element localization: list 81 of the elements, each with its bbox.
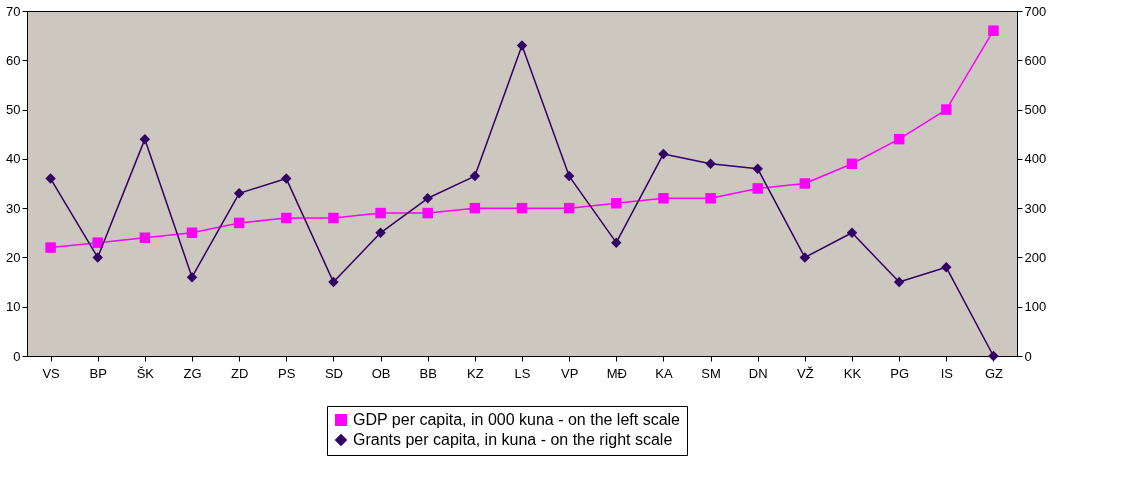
x-tick-label: SM bbox=[701, 365, 721, 381]
point bbox=[139, 232, 151, 243]
x-tick-label: SD bbox=[324, 365, 343, 381]
y-tick-label: 30 bbox=[6, 200, 21, 216]
y-tick-label: 20 bbox=[6, 249, 21, 265]
point bbox=[893, 133, 905, 145]
y-tick-label: 10 bbox=[6, 299, 21, 315]
point bbox=[139, 133, 151, 145]
point bbox=[45, 173, 56, 184]
x-tick-label: PG bbox=[890, 365, 910, 381]
point bbox=[186, 227, 198, 239]
point bbox=[328, 212, 339, 224]
point bbox=[328, 276, 339, 288]
y2-tick-label: 100 bbox=[1024, 299, 1047, 315]
point bbox=[846, 158, 858, 170]
x-tick-label: OB bbox=[371, 365, 391, 381]
x-tick-label: GZ bbox=[984, 365, 1004, 381]
x-tick-label: DN bbox=[748, 365, 768, 381]
point bbox=[563, 170, 575, 182]
point bbox=[281, 212, 292, 224]
point bbox=[611, 237, 622, 248]
x-tick-label: PS bbox=[278, 365, 296, 381]
point bbox=[469, 170, 481, 182]
point bbox=[233, 188, 245, 199]
point bbox=[658, 148, 669, 160]
x-tick-label: IS bbox=[940, 365, 954, 381]
x-tick-label: VP bbox=[560, 365, 579, 381]
y2-tick-label: 500 bbox=[1024, 102, 1047, 118]
y2-tick-label: 700 bbox=[1024, 3, 1047, 19]
y2-tick-label: 600 bbox=[1024, 52, 1047, 68]
point bbox=[705, 193, 716, 204]
point bbox=[752, 183, 763, 194]
x-tick-label: MĐ bbox=[606, 365, 627, 381]
point bbox=[469, 202, 481, 214]
point bbox=[186, 271, 198, 283]
x-tick-label: VŽ bbox=[797, 365, 814, 381]
point bbox=[941, 262, 952, 273]
x-tick-label: BB bbox=[419, 365, 437, 381]
x-tick-label: BP bbox=[89, 365, 107, 381]
x-tick-label: ŠK bbox=[136, 365, 155, 381]
x-tick-label: LS bbox=[514, 365, 531, 381]
point bbox=[45, 242, 56, 253]
point bbox=[799, 252, 811, 263]
x-tick-label: ZG bbox=[183, 365, 202, 381]
y2-tick-label: 400 bbox=[1024, 151, 1047, 167]
point bbox=[516, 40, 528, 51]
point bbox=[516, 202, 528, 214]
point bbox=[375, 207, 386, 219]
point bbox=[422, 207, 433, 219]
legend-label: Grants per capita, in kuna - on the right scale bbox=[353, 431, 673, 448]
x-tick-label: KK bbox=[843, 365, 862, 381]
x-tick-label: KZ bbox=[467, 365, 484, 381]
x-tick-label: VS bbox=[42, 365, 61, 381]
x-tick-label: KA bbox=[655, 365, 673, 381]
point bbox=[705, 158, 716, 170]
x-tick-label: ZD bbox=[230, 365, 249, 381]
point bbox=[988, 25, 999, 36]
point bbox=[988, 350, 999, 362]
point bbox=[281, 173, 292, 184]
point bbox=[563, 202, 575, 214]
legend-label: GDP per capita, in 000 kuna - on the left scale bbox=[353, 411, 681, 428]
point bbox=[799, 178, 811, 189]
point bbox=[611, 197, 622, 209]
y-tick-label: 40 bbox=[6, 151, 21, 167]
y2-tick-label: 0 bbox=[1024, 348, 1032, 364]
y-tick-label: 60 bbox=[6, 52, 21, 68]
point bbox=[92, 252, 103, 263]
y-tick-label: 0 bbox=[13, 348, 21, 364]
point bbox=[233, 217, 245, 229]
point bbox=[92, 237, 103, 248]
point bbox=[846, 227, 858, 239]
point bbox=[375, 227, 386, 239]
point bbox=[752, 163, 763, 174]
y2-tick-label: 200 bbox=[1024, 249, 1047, 265]
y2-tick-label: 300 bbox=[1024, 200, 1047, 216]
point bbox=[893, 276, 905, 288]
point bbox=[422, 193, 433, 204]
y-tick-label: 70 bbox=[6, 3, 21, 19]
point bbox=[658, 193, 669, 204]
point bbox=[941, 104, 952, 115]
y-tick-label: 50 bbox=[6, 102, 21, 118]
